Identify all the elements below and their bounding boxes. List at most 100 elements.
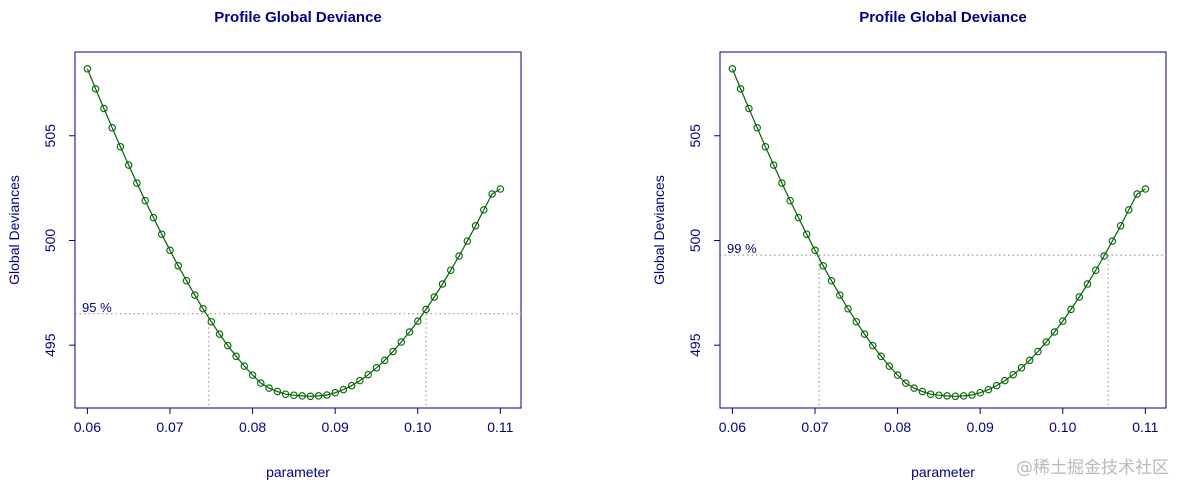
data-point: [1025, 356, 1034, 365]
data-point: [836, 291, 844, 299]
data-point: [174, 262, 182, 270]
data-point: [199, 304, 207, 313]
chart-title: Profile Global Deviance: [214, 9, 382, 26]
data-point: [232, 352, 240, 361]
x-tick-label: 0.10: [404, 419, 431, 435]
series-line: [86, 68, 501, 397]
data-point: [372, 364, 381, 372]
data-point: [844, 304, 852, 313]
data-point: [935, 391, 943, 399]
data-point: [149, 213, 158, 222]
plot-frame: [719, 51, 1167, 409]
data-point: [902, 379, 910, 387]
data-point: [273, 387, 282, 396]
data-point: [182, 276, 191, 285]
x-tick-label: 0.09: [322, 419, 349, 435]
data-point: [405, 328, 414, 336]
data-point: [786, 196, 794, 205]
data-point: [356, 376, 364, 385]
data-point: [827, 276, 836, 285]
data-point: [1042, 338, 1050, 346]
data-point: [215, 330, 224, 338]
data-point: [91, 85, 100, 93]
data-point: [893, 371, 902, 379]
data-point: [422, 305, 430, 314]
data-point: [331, 388, 339, 397]
data-point: [926, 390, 935, 398]
data-point: [802, 230, 811, 238]
x-tick-label: 0.11: [1132, 419, 1158, 435]
data-point: [224, 341, 232, 350]
data-point: [1034, 347, 1042, 356]
data-point: [257, 379, 265, 387]
data-point: [281, 390, 290, 398]
x-tick-label: 0.08: [239, 419, 266, 435]
data-point: [1017, 364, 1026, 372]
data-point: [943, 392, 951, 400]
data-point: [1067, 305, 1075, 314]
data-point: [869, 341, 877, 350]
data-point: [976, 388, 984, 397]
data-point: [455, 252, 463, 260]
data-point: [380, 356, 389, 365]
plot-frame: [74, 51, 522, 409]
data-point: [298, 392, 306, 400]
data-point: [463, 237, 472, 245]
y-tick-label: 495: [687, 333, 703, 357]
data-point: [1133, 190, 1141, 198]
data-point: [248, 371, 257, 379]
data-point: [778, 179, 786, 187]
data-point: [207, 317, 216, 326]
x-tick-label: 0.09: [967, 419, 994, 435]
y-tick-label: 500: [687, 229, 703, 253]
data-point: [745, 104, 753, 113]
data-point: [877, 352, 885, 361]
data-point: [314, 392, 323, 400]
data-point: [100, 104, 108, 113]
x-axis-label: parameter: [911, 464, 975, 480]
data-point: [397, 338, 405, 346]
data-point: [728, 65, 737, 73]
data-point: [290, 391, 298, 399]
data-point: [984, 385, 993, 394]
data-point: [811, 246, 819, 255]
data-point: [265, 384, 273, 392]
x-tick-label: 0.06: [74, 419, 101, 435]
x-tick-label: 0.07: [156, 419, 183, 435]
data-point: [191, 291, 199, 299]
data-point: [992, 381, 1001, 390]
data-point: [240, 362, 249, 370]
ci-label: 95 %: [82, 300, 112, 315]
data-point: [736, 85, 745, 93]
ci-label: 99 %: [727, 241, 757, 256]
x-tick-label: 0.10: [1049, 419, 1076, 435]
data-point: [951, 392, 960, 401]
y-axis-label: Global Deviances: [6, 175, 22, 285]
data-point: [108, 124, 116, 132]
data-point: [1009, 370, 1017, 379]
data-point: [1125, 206, 1133, 214]
data-point: [1141, 185, 1150, 193]
y-tick-label: 505: [42, 124, 58, 148]
data-point: [166, 246, 174, 255]
data-point: [157, 230, 166, 238]
data-point: [447, 266, 455, 274]
data-point: [918, 387, 927, 396]
y-tick-label: 495: [42, 333, 58, 357]
data-point: [339, 385, 348, 394]
data-point: [1075, 293, 1084, 301]
data-point: [389, 347, 397, 356]
data-point: [141, 196, 149, 205]
data-point: [306, 392, 315, 401]
data-point: [959, 392, 968, 400]
data-point: [438, 280, 447, 288]
data-point: [794, 213, 803, 222]
data-point: [1050, 328, 1059, 336]
data-point: [1100, 252, 1108, 260]
watermark: @稀土掘金技术社区: [1016, 458, 1169, 478]
data-point: [471, 222, 480, 230]
data-point: [910, 384, 918, 392]
data-point: [83, 65, 92, 73]
